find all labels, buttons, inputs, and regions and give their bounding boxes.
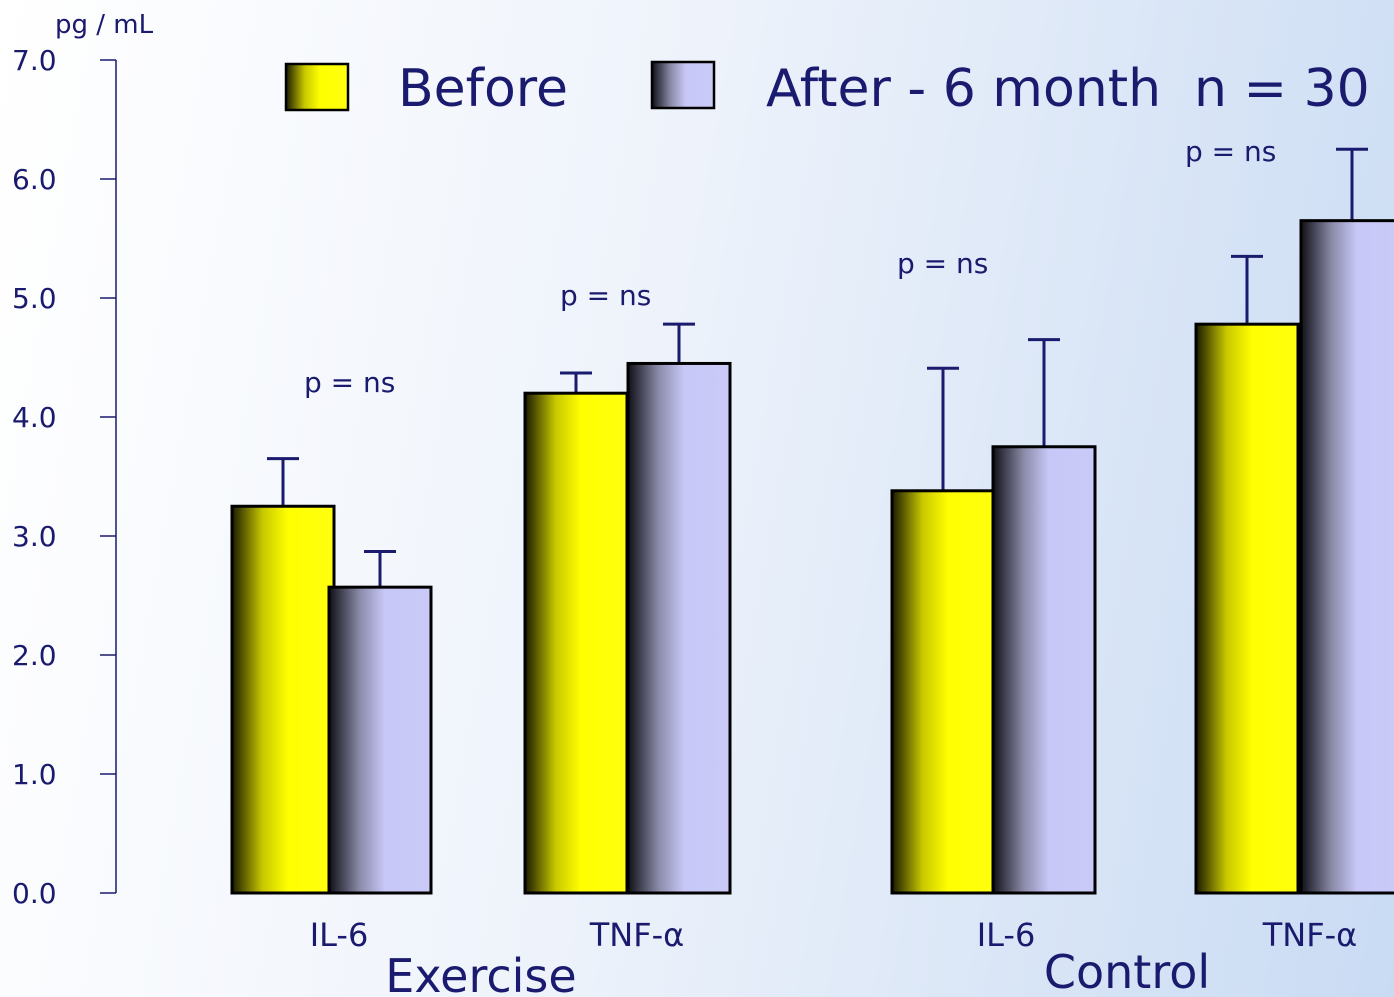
category-labels: IL-6 TNF-α IL-6 TNF-α <box>310 916 1358 954</box>
y-axis-unit-label: pg / mL <box>55 10 154 40</box>
bar-before <box>523 391 629 895</box>
bar-before <box>1194 322 1300 895</box>
bar-after <box>626 361 732 895</box>
category-label: IL-6 <box>977 916 1036 954</box>
bar-before <box>890 489 996 895</box>
category-label: TNF-α <box>589 916 685 954</box>
category-label: TNF-α <box>1262 916 1358 954</box>
y-tick-label: 1.0 <box>12 758 57 791</box>
legend-label-after: After - 6 month <box>766 59 1161 119</box>
bar-before <box>230 504 336 895</box>
group-labels: Exercise Control <box>385 945 1210 997</box>
sample-size-label: n = 30 <box>1194 59 1370 119</box>
p-value-label: p = ns <box>897 247 988 280</box>
group-label-control: Control <box>1044 945 1210 997</box>
category-label: IL-6 <box>310 916 369 954</box>
bar-after <box>327 585 433 895</box>
y-tick-label: 0.0 <box>12 877 57 910</box>
y-tick-label: 7.0 <box>12 44 57 77</box>
p-value-annotations: p = ns p = ns p = ns p = ns <box>304 135 1276 399</box>
y-tick-label: 2.0 <box>12 639 57 672</box>
y-axis: 0.0 1.0 2.0 3.0 4.0 5.0 6.0 7.0 <box>12 44 117 910</box>
p-value-label: p = ns <box>1185 135 1276 168</box>
p-value-label: p = ns <box>560 279 651 312</box>
legend-swatch-before <box>284 62 350 112</box>
y-tick-label: 6.0 <box>12 163 57 196</box>
p-value-label: p = ns <box>304 366 395 399</box>
y-tick-label: 4.0 <box>12 401 57 434</box>
legend-label-before: Before <box>398 59 568 119</box>
bar-after <box>1299 219 1394 895</box>
legend-swatch-after <box>650 60 716 110</box>
bar-series <box>230 147 1394 895</box>
group-label-exercise: Exercise <box>385 949 576 997</box>
legend: Before After - 6 month n = 30 <box>284 59 1370 119</box>
bar-after <box>991 445 1097 895</box>
y-tick-label: 5.0 <box>12 282 57 315</box>
y-tick-label: 3.0 <box>12 520 57 553</box>
